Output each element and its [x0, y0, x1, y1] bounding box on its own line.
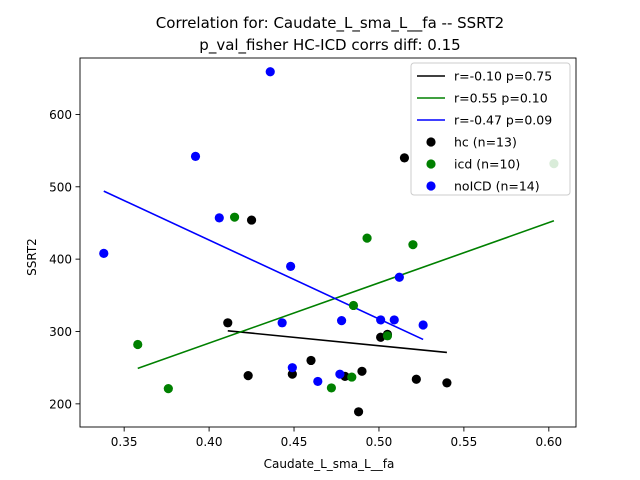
legend-marker-2 [426, 181, 436, 191]
x-tick-label-3: 0.50 [366, 435, 393, 449]
legend-label-series-0: hc (n=13) [454, 135, 517, 150]
x-tick-label-2: 0.45 [281, 435, 308, 449]
chart-subtitle: p_val_fisher HC-ICD corrs diff: 0.15 [199, 36, 460, 55]
scatter-point-s1-5 [348, 300, 359, 311]
x-tick-label-5: 0.60 [535, 435, 562, 449]
scatter-point-s0-4 [306, 355, 316, 366]
scatter-point-s0-11 [442, 378, 452, 388]
scatter-point-s2-5 [286, 261, 296, 271]
x-tick-label-4: 0.55 [451, 435, 478, 449]
plot-area: 0.35 0.40 0.45 0.50 0.55 0.60 200 300 400 500 600 r… [49, 57, 577, 449]
scatter-point-s2-11 [389, 315, 399, 325]
scatter-point-s0-6 [353, 407, 364, 417]
y-tick-label-3: 500 [49, 180, 72, 194]
legend-label-line-2: r=-0.47 p=0.09 [454, 113, 552, 128]
scatter-point-s1-1 [163, 384, 173, 394]
scatter-point-s1-7 [382, 331, 393, 341]
y-tick-label-1: 300 [49, 325, 72, 339]
legend-box [410, 62, 571, 196]
x-tick-label-0: 0.35 [111, 435, 138, 449]
scatter-point-s1-6 [362, 233, 372, 243]
legend-marker-0 [426, 137, 436, 147]
legend-label-line-0: r=-0.10 p=0.75 [454, 69, 552, 84]
legend-marker-1 [426, 159, 436, 169]
fit-line-0 [227, 329, 447, 354]
axes-frame [79, 57, 577, 428]
scatter-point-s1-0 [133, 339, 143, 350]
scatter-point-s2-3 [265, 67, 275, 77]
legend-label-line-1: r=0.55 p=0.10 [454, 91, 548, 106]
x-axis-label: Caudate_L_sma_L__fa [264, 457, 395, 471]
scatter-point-s2-0 [99, 248, 109, 258]
scatter-point-s1-3 [326, 383, 336, 393]
legend-label-series-2: noICD (n=14) [454, 179, 540, 194]
scatter-point-s2-6 [287, 363, 297, 373]
scatter-point-s2-7 [313, 376, 323, 387]
scatter-point-s0-9 [399, 153, 410, 163]
scatter-point-s0-1 [243, 371, 253, 381]
scatter-point-s2-1 [190, 151, 201, 161]
fit-line-1 [137, 220, 555, 370]
scatter-point-s2-13 [418, 320, 428, 330]
x-tick-label-1: 0.40 [196, 435, 223, 449]
y-tick-label-4: 600 [49, 108, 72, 122]
scatter-point-s2-9 [336, 316, 347, 326]
legend: r=-0.10 p=0.75 r=0.55 p=0.10 r=-0.47 p=0.0… [410, 62, 571, 196]
scatter-point-s0-10 [411, 374, 421, 384]
legend-label-series-1: icd (n=10) [454, 157, 520, 172]
y-tick-label-2: 400 [49, 253, 72, 267]
scatter-point-s2-12 [394, 272, 404, 282]
scatter-point-s2-8 [335, 369, 345, 379]
scatter-point-s1-2 [229, 212, 240, 222]
fit-line-2 [103, 190, 424, 341]
y-tick-label-0: 200 [49, 397, 72, 411]
scatter-point-s0-7 [357, 366, 367, 376]
scatter-point-s0-0 [223, 318, 233, 328]
scatter-point-s1-4 [347, 372, 357, 382]
chart-title: Correlation for: Caudate_L_sma_L__fa -- … [156, 14, 504, 33]
scatter-point-s2-10 [376, 315, 386, 325]
scatter-point-s2-4 [277, 318, 287, 328]
scatter-point-s2-2 [214, 213, 224, 223]
scatter-point-s0-3 [287, 369, 297, 379]
scatter-point-s1-8 [408, 240, 418, 250]
y-axis-label: SSRT2 [25, 238, 39, 276]
scatter-point-s0-2 [246, 215, 257, 225]
